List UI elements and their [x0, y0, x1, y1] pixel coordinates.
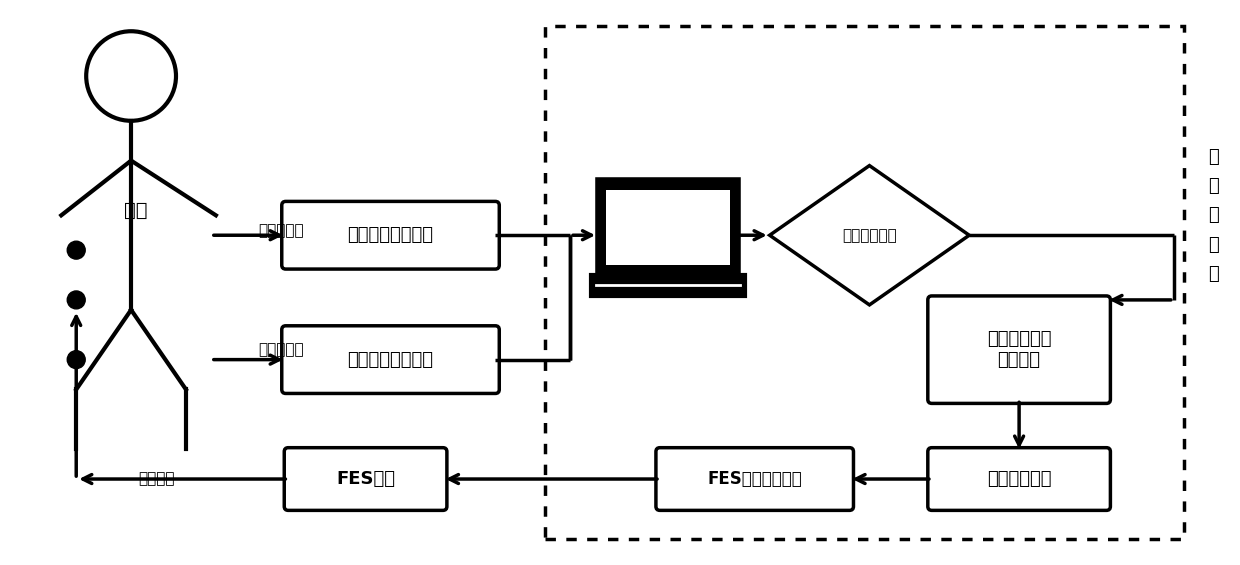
- Text: 患者: 患者: [124, 201, 148, 220]
- FancyBboxPatch shape: [928, 447, 1110, 510]
- Text: 健、患侧同动
作时间差: 健、患侧同动 作时间差: [987, 331, 1052, 369]
- FancyBboxPatch shape: [656, 447, 853, 510]
- Circle shape: [67, 351, 86, 368]
- Text: 刺激患腿: 刺激患腿: [138, 472, 175, 486]
- FancyBboxPatch shape: [606, 190, 730, 264]
- FancyBboxPatch shape: [284, 447, 446, 510]
- Bar: [546, 26, 1184, 539]
- Text: 角度传感器: 角度传感器: [258, 342, 304, 357]
- Text: 健侧脚底压力信息: 健侧脚底压力信息: [347, 226, 434, 244]
- Circle shape: [67, 241, 86, 259]
- Text: 健侧腿部运动信息: 健侧腿部运动信息: [347, 351, 434, 368]
- Text: 计
算
机
系
统: 计 算 机 系 统: [1208, 148, 1219, 282]
- Circle shape: [67, 291, 86, 309]
- Text: 是否为极大值: 是否为极大值: [842, 228, 897, 243]
- FancyBboxPatch shape: [928, 296, 1110, 403]
- Polygon shape: [770, 166, 970, 305]
- FancyBboxPatch shape: [281, 201, 500, 269]
- FancyBboxPatch shape: [590, 275, 745, 297]
- Text: FES装置: FES装置: [336, 470, 396, 488]
- FancyBboxPatch shape: [281, 326, 500, 393]
- Text: FES装置刺激部位: FES装置刺激部位: [707, 470, 802, 488]
- Text: 压力传感器: 压力传感器: [258, 223, 304, 238]
- FancyBboxPatch shape: [598, 180, 738, 275]
- Text: 患腿运动姿势: 患腿运动姿势: [987, 470, 1052, 488]
